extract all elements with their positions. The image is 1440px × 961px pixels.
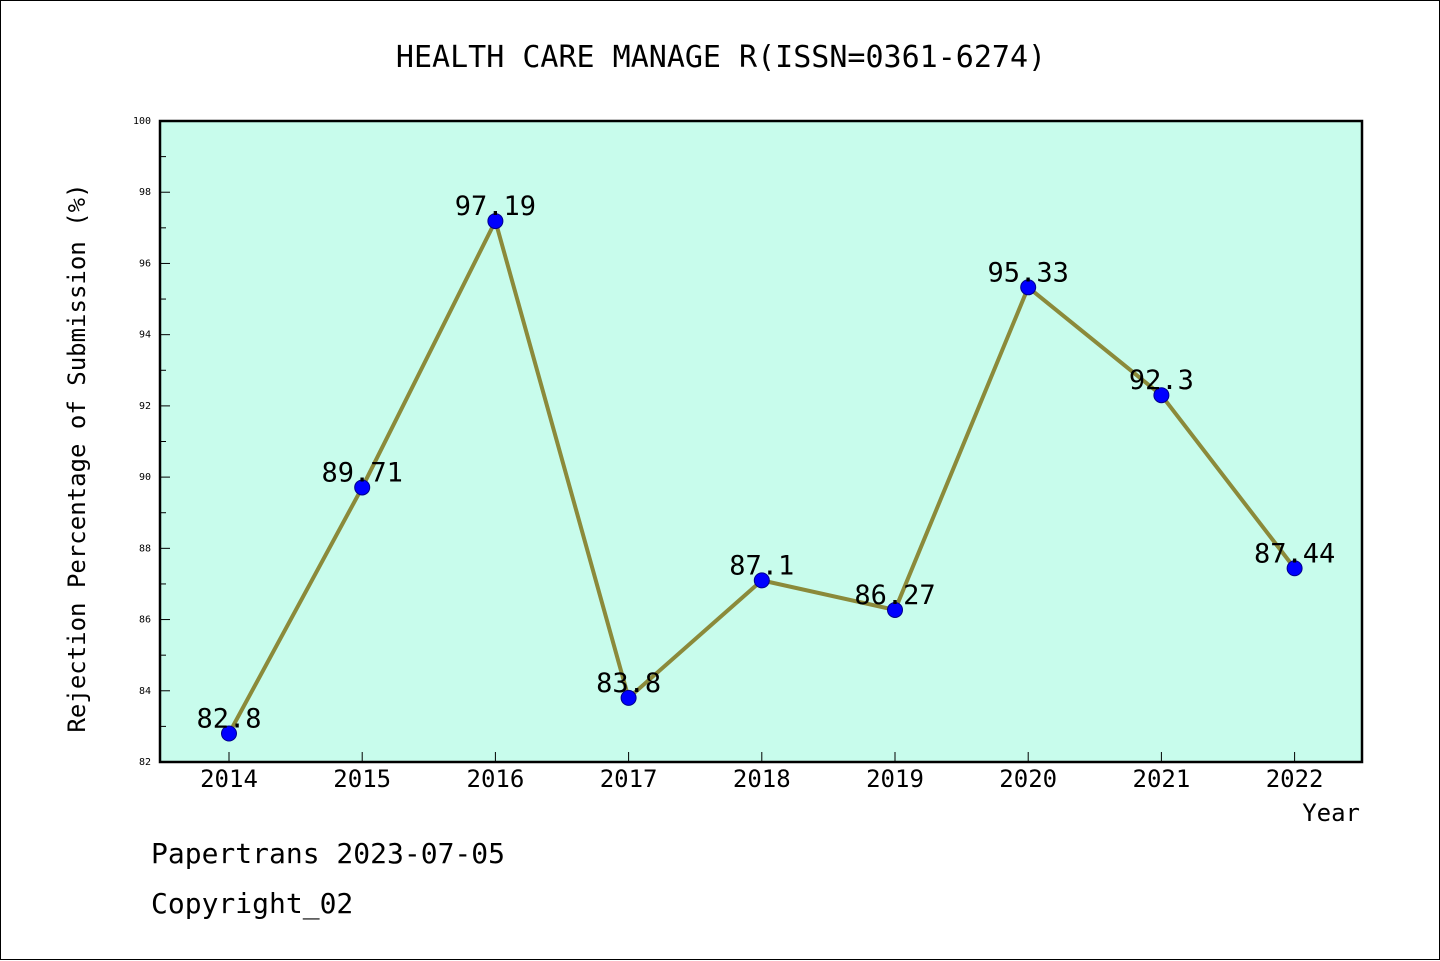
data-label: 87.1: [729, 550, 794, 581]
x-tick-label: 2016: [467, 765, 525, 793]
data-point: [1020, 279, 1037, 296]
data-points-group: [221, 213, 1303, 742]
data-label: 89.71: [322, 457, 403, 488]
y-axis-ticks: 82 84 86 88 90 92 94 96 98 100: [133, 116, 170, 768]
data-point: [487, 213, 504, 230]
footer-copyright: Copyright_02: [151, 887, 354, 920]
y-tick-label: 84: [139, 686, 151, 697]
data-label: 83.8: [596, 668, 661, 699]
data-label: 97.19: [455, 191, 536, 222]
x-tick-label: 2018: [733, 765, 791, 793]
data-point: [620, 689, 637, 706]
y-tick-label: 86: [139, 615, 151, 626]
x-tick-label: 2015: [333, 765, 391, 793]
data-point: [753, 572, 770, 589]
plot-area: [158, 119, 1364, 764]
x-tick-label: 2019: [866, 765, 924, 793]
data-label: 87.44: [1254, 538, 1335, 569]
x-axis-label: Year: [1302, 799, 1360, 827]
data-point: [221, 725, 237, 742]
data-labels-group: 82.8 89.71 97.19 83.8 87.1 86.27 95.33 92.3 87.4…: [196, 191, 1335, 734]
y-axis-label: Rejection Percentage of Submission (%): [63, 183, 91, 732]
data-label: 86.27: [854, 580, 935, 611]
data-point: [354, 479, 371, 496]
data-point: [1286, 560, 1303, 577]
y-tick-label: 92: [139, 401, 151, 412]
footer-source: Papertrans 2023-07-05: [151, 837, 506, 870]
x-axis-ticks: 2014 2015 2016 2017 2018 2019 2020 2021 2022: [200, 752, 1323, 793]
y-tick-label: 100: [133, 116, 151, 127]
data-label: 95.33: [988, 257, 1069, 288]
x-tick-label: 2020: [999, 765, 1057, 793]
y-tick-label: 96: [139, 258, 151, 269]
y-tick-label: 94: [139, 330, 151, 341]
x-tick-label: 2014: [200, 765, 258, 793]
y-tick-label: 90: [139, 472, 151, 483]
chart-title: HEALTH CARE MANAGE R(ISSN=0361-6274): [396, 40, 1046, 75]
x-tick-label: 2017: [600, 765, 658, 793]
x-tick-label: 2021: [1133, 765, 1191, 793]
data-label: 82.8: [196, 704, 261, 735]
data-point: [1153, 387, 1170, 404]
y-tick-label: 98: [139, 187, 151, 198]
y-tick-label: 88: [139, 543, 151, 554]
data-point: [887, 601, 903, 618]
y-tick-label: 82: [139, 757, 151, 768]
data-label: 92.3: [1129, 365, 1194, 396]
x-tick-label: 2022: [1266, 765, 1324, 793]
